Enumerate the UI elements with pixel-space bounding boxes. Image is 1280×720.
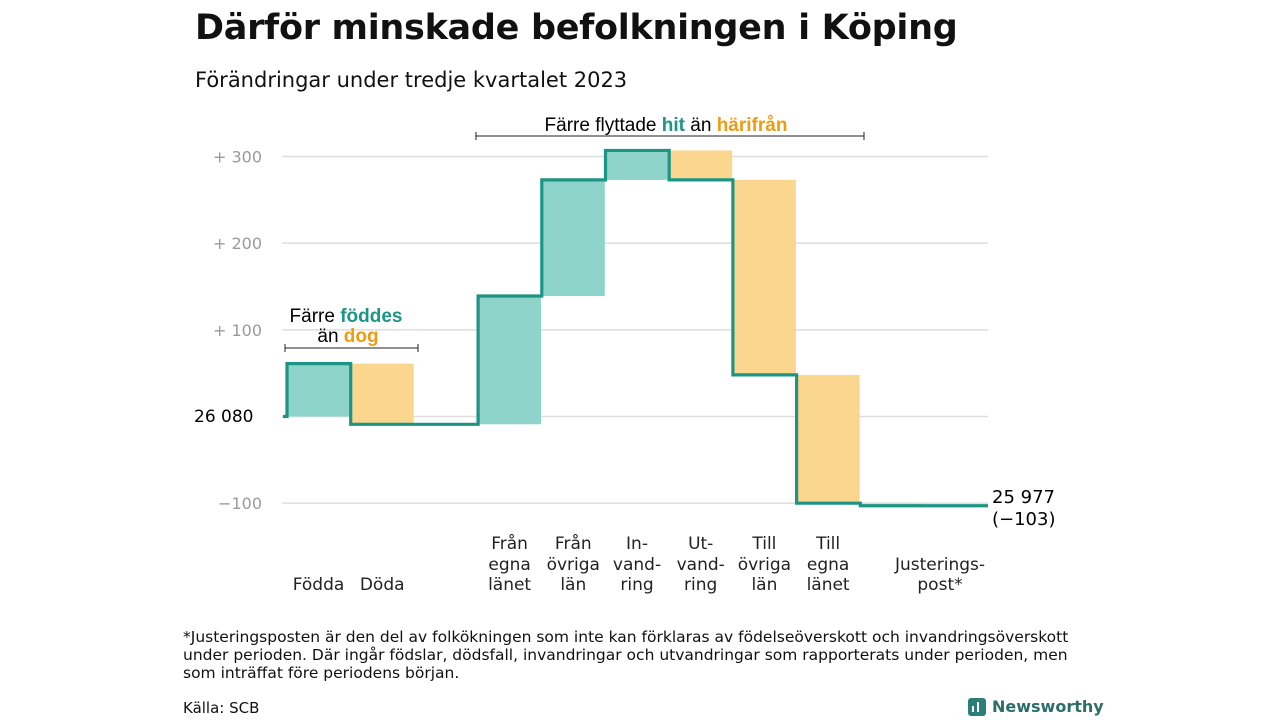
svg-text:Färre flyttade hit än härifrån: Färre flyttade hit än härifrån	[545, 115, 788, 136]
annotation-migration: Färre flyttade hit än härifrån	[475, 115, 865, 140]
x-tick-label: övriga	[547, 555, 600, 575]
x-tick-label: post*	[917, 575, 962, 595]
annotation-births-prefix: Färre	[290, 306, 341, 327]
annotation-births-highlight-born: föddes	[340, 306, 402, 327]
waterfall-bar	[478, 296, 542, 425]
source-label: Källa: SCB	[183, 699, 260, 717]
x-tick-label: Till	[815, 534, 840, 554]
chart-title: Därför minskade befolkningen i Köping	[195, 8, 958, 48]
chart-subtitle: Förändringar under tredje kvartalet 2023	[195, 68, 628, 92]
y-tick-label: −100	[218, 494, 262, 513]
waterfall-bar	[732, 179, 796, 375]
x-tick-label: län	[751, 575, 777, 595]
x-tick-label: egna	[807, 555, 849, 575]
footnote: *Justeringsposten är den del av folkökni…	[183, 628, 1069, 682]
x-tick-label: länet	[807, 575, 850, 595]
x-tick-label: vand-	[613, 555, 661, 575]
annotation-births-mid: än	[317, 326, 343, 347]
brand-logo: Newsworthy	[968, 697, 1104, 716]
annotation-births: Färre föddes än dog	[284, 306, 419, 352]
waterfall-bar	[541, 179, 605, 297]
annotation-migration-highlight-in: hit	[662, 115, 686, 136]
gridlines	[282, 155, 988, 504]
x-tick-label: In-	[626, 534, 648, 554]
x-tick-label: Från	[555, 533, 592, 554]
x-tick-label: Födda	[293, 575, 345, 595]
brand-name: Newsworthy	[992, 697, 1104, 716]
x-tick-label: vand-	[677, 555, 725, 575]
y-tick-label: + 300	[213, 148, 262, 167]
newsworthy-icon	[968, 697, 986, 716]
svg-text:Färre föddes: Färre föddes	[290, 306, 403, 327]
annotation-migration-prefix: Färre flyttade	[545, 115, 662, 136]
x-tick-label: ring	[684, 575, 717, 595]
y-tick-labels: + 300 + 200 + 100 −100	[213, 148, 262, 514]
annotation-births-highlight-died: dog	[344, 326, 379, 347]
x-tick-label: Justerings-	[894, 555, 985, 575]
waterfall-bar	[605, 150, 669, 180]
end-value-label: 25 977	[992, 487, 1055, 508]
waterfall-bar	[350, 363, 414, 425]
annotation-migration-highlight-out: härifrån	[717, 115, 788, 136]
x-tick-label: Från	[491, 533, 528, 554]
x-tick-label: Ut-	[688, 534, 713, 554]
x-tick-label: länet	[488, 575, 531, 595]
x-tick-label: egna	[488, 555, 530, 575]
y-tick-label: + 200	[213, 234, 262, 253]
bars	[287, 150, 924, 506]
x-tick-label: Döda	[360, 575, 405, 595]
x-tick-label: övriga	[738, 555, 791, 575]
x-tick-label: ring	[620, 575, 653, 595]
y-tick-label: + 100	[213, 321, 262, 340]
waterfall-bar	[287, 363, 350, 417]
svg-text:än dog: än dog	[317, 326, 378, 347]
waterfall-bar	[796, 374, 860, 504]
end-change-label: (−103)	[992, 509, 1055, 530]
x-tick-labels: Födda DödaFrånegnalänetFrånövrigalänIn-va…	[293, 533, 985, 595]
start-value-label: 26 080	[194, 407, 253, 427]
annotation-migration-mid: än	[685, 115, 717, 136]
population-step-line	[283, 148, 988, 508]
x-tick-label: län	[560, 575, 586, 595]
x-tick-label: Till	[751, 534, 776, 554]
waterfall-bar	[669, 150, 733, 180]
